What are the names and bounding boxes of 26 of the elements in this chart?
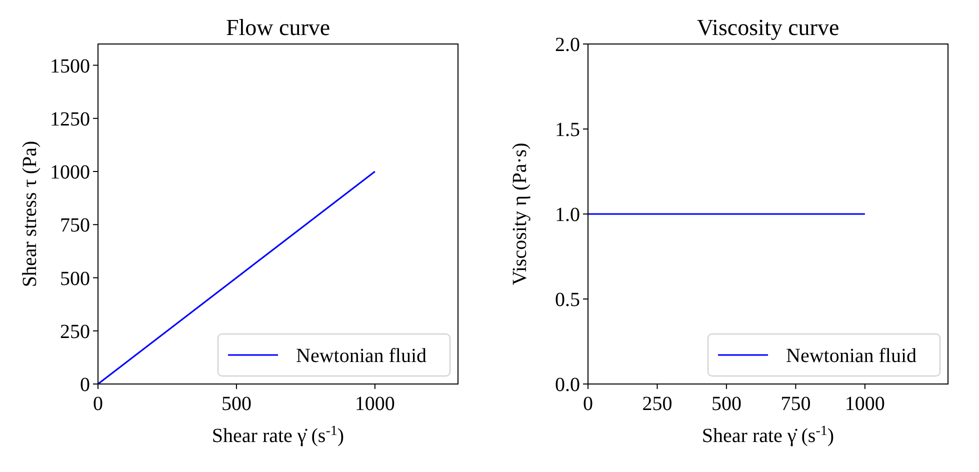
x-tick-label: 250 <box>642 393 672 415</box>
chart-title: Flow curve <box>226 15 330 40</box>
y-tick-label: 0 <box>80 374 90 396</box>
y-tick-label: 500 <box>60 268 90 290</box>
y-axis-title: Shear stress τ (Pa) <box>19 140 41 288</box>
y-tick-label: 1000 <box>50 162 90 184</box>
x-tick-label: 1000 <box>844 393 885 415</box>
x-tick-label: 500 <box>711 393 742 415</box>
y-tick-label: 750 <box>60 214 90 237</box>
y-tick-label: 2.0 <box>555 34 580 56</box>
x-tick-label: 750 <box>780 393 811 415</box>
x-tick-label: 1000 <box>354 393 395 415</box>
y-tick-label: 0.0 <box>555 374 580 396</box>
x-axis-title: Shear rate γ̇ (s$^{-1}$) <box>702 424 834 447</box>
y-tick-label: 1.0 <box>555 204 580 226</box>
y-tick-label: 250 <box>60 320 90 343</box>
y-tick-label: 0.5 <box>555 289 580 311</box>
x-axis-title: Shear rate γ̇ (s$^{-1}$) <box>212 424 344 447</box>
chart-title: Viscosity curve <box>696 15 840 40</box>
y-tick-label: 1.5 <box>555 119 580 141</box>
x-tick-label: 500 <box>221 393 252 415</box>
y-axis-title: Viscosity η (Pa·s) <box>509 142 531 286</box>
legend-label: Newtonian fluid <box>296 345 427 367</box>
y-tick-label: 1250 <box>50 108 90 130</box>
legend-label: Newtonian fluid <box>786 345 917 367</box>
y-tick-label: 1500 <box>50 55 90 78</box>
